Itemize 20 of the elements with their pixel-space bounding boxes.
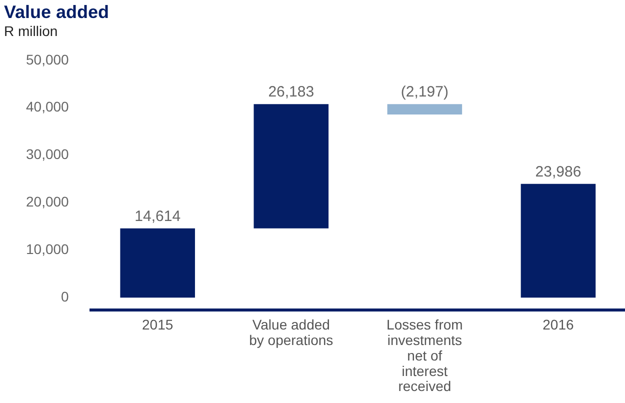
y-tick-label: 20,000 [26, 194, 70, 210]
y-tick-label: 30,000 [26, 146, 70, 162]
data-label: 23,986 [535, 163, 582, 180]
bar [387, 104, 462, 114]
y-tick-label: 0 [61, 288, 70, 305]
x-tick-label: Value added by operations [249, 316, 334, 348]
data-label: 14,614 [134, 208, 181, 225]
bar [120, 228, 195, 298]
data-label: 26,183 [268, 84, 314, 101]
y-tick-label: 50,000 [26, 51, 70, 68]
y-tick-label: 40,000 [26, 98, 70, 115]
y-tick-label: 10,000 [26, 241, 70, 258]
bar [254, 104, 329, 228]
chart-title: Value added [4, 2, 110, 22]
bar [520, 184, 596, 298]
x-tick-label: 2015 [142, 316, 174, 333]
chart-subtitle: R million [4, 22, 58, 39]
x-tick-label: Losses from investments net of interest received [386, 316, 463, 394]
x-tick-label: 2016 [542, 316, 574, 333]
data-label: (2,197) [400, 84, 448, 101]
